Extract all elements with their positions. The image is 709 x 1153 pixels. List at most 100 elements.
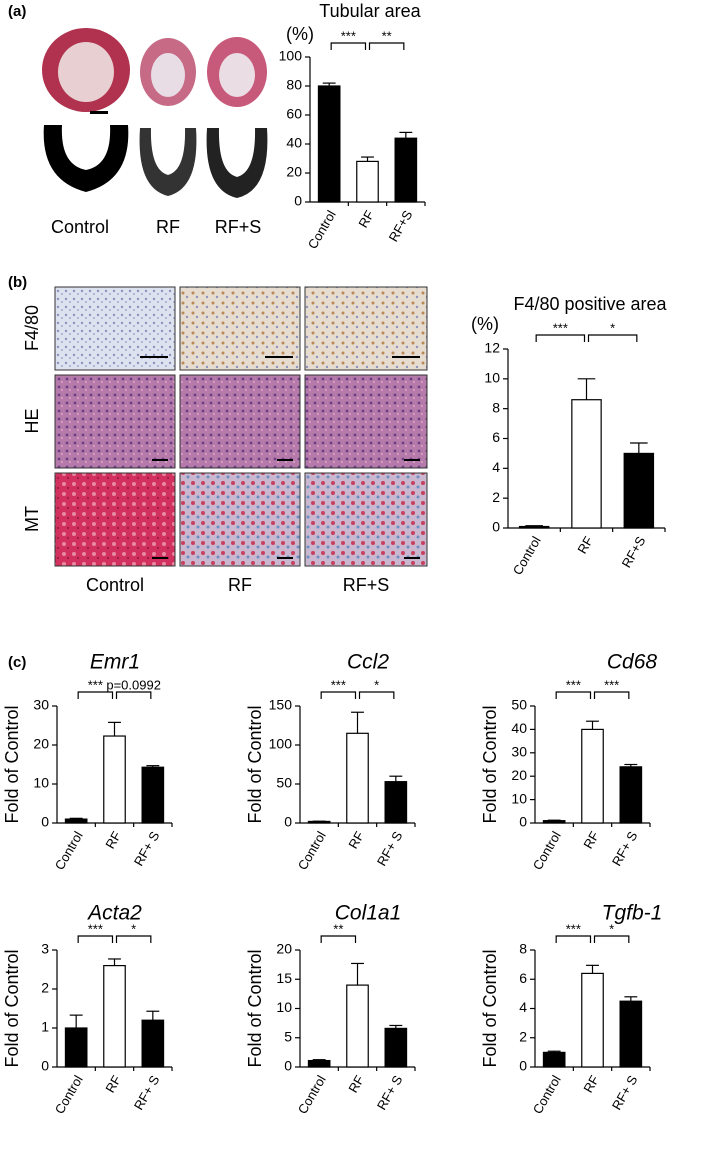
significance-label: * bbox=[374, 677, 379, 692]
y-tick-label: 4 bbox=[492, 459, 500, 475]
x-tick-label: RF bbox=[102, 1073, 124, 1096]
chart-title: Emr1 bbox=[90, 651, 140, 674]
significance-label: *** bbox=[566, 921, 581, 936]
micrographs bbox=[54, 286, 428, 567]
y-axis-label: Fold of Control bbox=[2, 705, 22, 823]
y-tick-label: 150 bbox=[269, 697, 293, 713]
y-tick-label: 3 bbox=[41, 941, 49, 957]
significance-label: *** bbox=[566, 677, 581, 692]
x-tick-label: RF+ S bbox=[131, 828, 163, 868]
significance-label: *** bbox=[604, 677, 619, 692]
y-tick-label: 4 bbox=[519, 999, 527, 1015]
significance-label: ** bbox=[333, 921, 343, 936]
significance-bracket bbox=[593, 691, 630, 699]
y-tick-label: 100 bbox=[279, 48, 303, 64]
y-tick-label: 12 bbox=[484, 340, 500, 356]
x-tick-label: RF bbox=[345, 829, 367, 852]
significance-label: * bbox=[131, 921, 136, 936]
significance-label: *** bbox=[341, 28, 356, 43]
significance-bracket bbox=[535, 334, 586, 342]
y-axis-label: Fold of Control bbox=[245, 705, 265, 823]
bar bbox=[317, 85, 341, 203]
row-label: F4/80 bbox=[22, 305, 42, 351]
y-tick-label: 30 bbox=[33, 697, 49, 713]
y-axis-label: (%) bbox=[286, 24, 314, 44]
y-tick-label: 20 bbox=[286, 164, 302, 180]
x-tick-label: Control bbox=[52, 1073, 86, 1117]
y-axis-label: Fold of Control bbox=[480, 949, 500, 1067]
significance-bracket bbox=[320, 935, 357, 943]
row-label: HE bbox=[22, 408, 42, 433]
bar bbox=[384, 1027, 408, 1068]
y-tick-label: 80 bbox=[286, 77, 302, 93]
bar bbox=[542, 1051, 566, 1068]
significance-label: *** bbox=[88, 921, 103, 936]
bar bbox=[103, 964, 126, 1068]
significance-bracket bbox=[330, 42, 367, 50]
y-tick-label: 0 bbox=[492, 519, 500, 535]
x-tick-label: RF bbox=[345, 1073, 367, 1096]
y-tick-label: 10 bbox=[511, 790, 527, 806]
x-tick-label: RF+ S bbox=[131, 1072, 163, 1112]
significance-bracket bbox=[77, 691, 114, 699]
chart-title: Tgfb-1 bbox=[602, 902, 663, 925]
image-label: Control bbox=[51, 217, 109, 237]
bar bbox=[571, 399, 602, 529]
bar bbox=[623, 452, 655, 529]
y-tick-label: 20 bbox=[276, 941, 292, 957]
panel-label: (a) bbox=[8, 3, 26, 20]
column-label: Control bbox=[86, 575, 144, 595]
bar bbox=[307, 1059, 331, 1068]
chart-title: Acta2 bbox=[86, 902, 142, 925]
y-tick-label: 0 bbox=[41, 1058, 49, 1074]
y-tick-label: 0 bbox=[519, 1058, 527, 1074]
y-tick-label: 0 bbox=[41, 814, 49, 830]
bar bbox=[64, 1027, 88, 1068]
chart-title: Ccl2 bbox=[347, 651, 389, 674]
y-tick-label: 2 bbox=[519, 1028, 527, 1044]
y-tick-label: 8 bbox=[519, 941, 527, 957]
x-tick-label: RF+S bbox=[619, 533, 649, 570]
column-label: RF+S bbox=[343, 575, 390, 595]
row-label: MT bbox=[22, 506, 42, 532]
column-label: RF bbox=[228, 575, 252, 595]
significance-label: *** bbox=[553, 320, 568, 335]
x-tick-label: RF bbox=[580, 1073, 602, 1096]
significance-bracket bbox=[115, 691, 152, 699]
bar bbox=[103, 735, 126, 824]
x-tick-label: RF+ S bbox=[374, 828, 406, 868]
bar bbox=[141, 1019, 165, 1068]
y-tick-label: 20 bbox=[511, 767, 527, 783]
bar bbox=[581, 728, 604, 824]
image-label: RF bbox=[156, 217, 180, 237]
y-tick-label: 0 bbox=[284, 1058, 292, 1074]
y-axis-label: Fold of Control bbox=[2, 949, 22, 1067]
x-tick-label: RF bbox=[574, 534, 596, 557]
x-tick-label: Control bbox=[295, 829, 329, 873]
chart-title: Tubular area bbox=[319, 1, 421, 21]
x-tick-label: RF+ S bbox=[609, 1072, 641, 1112]
bar bbox=[542, 820, 566, 824]
bar bbox=[619, 766, 643, 824]
bar bbox=[581, 972, 604, 1068]
y-tick-label: 0 bbox=[294, 193, 302, 209]
significance-bracket bbox=[368, 42, 405, 50]
bar bbox=[64, 818, 88, 824]
significance-label: *** bbox=[88, 677, 103, 692]
y-tick-label: 20 bbox=[33, 736, 49, 752]
kidney-images bbox=[42, 28, 268, 198]
x-tick-label: Control bbox=[530, 829, 564, 873]
chart-title: Cd68 bbox=[607, 651, 658, 674]
y-tick-label: 60 bbox=[286, 106, 302, 122]
y-tick-label: 10 bbox=[484, 370, 500, 386]
significance-label: *** bbox=[331, 677, 346, 692]
significance-label: ** bbox=[382, 28, 392, 43]
significance-bracket bbox=[587, 334, 638, 342]
x-tick-label: Control bbox=[530, 1073, 564, 1117]
x-tick-label: Control bbox=[52, 829, 86, 873]
y-tick-label: 2 bbox=[492, 489, 500, 505]
x-tick-label: Control bbox=[510, 534, 544, 578]
significance-bracket bbox=[555, 935, 592, 943]
bar bbox=[518, 525, 550, 529]
